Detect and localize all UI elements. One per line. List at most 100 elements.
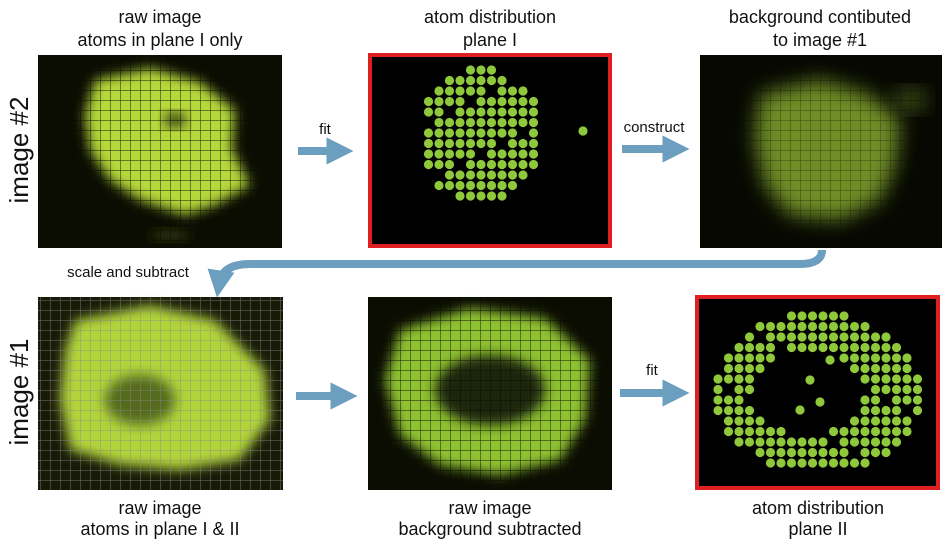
atom-dot [818,437,827,446]
atom-dot [476,191,485,200]
atom-dot [902,364,911,373]
atom-dot [871,353,880,362]
panel-caption: atom distribution [752,498,884,518]
atom-dot [902,374,911,383]
atom-dot [497,118,506,127]
atom-dot [850,332,859,341]
atom-dot [766,458,775,467]
atom-dot [871,395,880,404]
atom-dot [476,160,485,169]
atom-dot [892,437,901,446]
atom-dot [871,343,880,352]
row-label: image #2 [4,97,34,204]
atom-dot [871,437,880,446]
atom-dot [787,448,796,457]
atom-dot [455,76,464,85]
atom-dot [734,364,743,373]
atom-dot [466,139,475,148]
atom-dot [839,322,848,331]
atom-dot [871,416,880,425]
atom-dot [881,353,890,362]
atom-dot [424,149,433,158]
atom-dot [755,343,764,352]
atom-dot [829,448,838,457]
atom-dot [860,458,869,467]
atom-dot [818,448,827,457]
atom-dot [766,437,775,446]
atom-dot [455,128,464,137]
atom-dot [829,458,838,467]
atom-dot [755,437,764,446]
atom-dot [734,406,743,415]
panel-caption: plane II [788,519,847,539]
atom-dot [815,397,824,406]
atom-dot [766,343,775,352]
atom-dot [766,322,775,331]
atom-dot [466,65,475,74]
atom-dot [455,139,464,148]
atom-dot [839,427,848,436]
atom-dot [518,97,527,106]
atom-dot [724,395,733,404]
panel-caption: background subtracted [398,519,581,539]
atom-dot [508,181,517,190]
atom-dot [805,375,814,384]
atom-dot [487,118,496,127]
atom-dot [776,458,785,467]
atom-dot [850,416,859,425]
atom-dot [578,126,587,135]
atom-dot [734,385,743,394]
atom-dot [434,149,443,158]
arrow-label: fit [646,362,659,379]
atom-dot [424,107,433,116]
atom-dot [724,364,733,373]
atom-dot [476,107,485,116]
arrow-label: fit [319,121,332,138]
atom-dot [850,458,859,467]
atom-dot [871,364,880,373]
atom-dot [776,448,785,457]
atom-dot [881,427,890,436]
atom-dot [518,118,527,127]
arrow-label: scale and subtract [67,264,190,281]
atom-dot [850,364,859,373]
atom-dot [518,139,527,148]
atom-dot [755,353,764,362]
atom-dot [766,353,775,362]
atom-dot [755,427,764,436]
atom-dot [860,353,869,362]
atom-dot [508,139,517,148]
atom-dot [871,385,880,394]
atom-dot [497,191,506,200]
atom-dot [860,427,869,436]
atom-dot [881,364,890,373]
atom-dot [881,406,890,415]
image-panel [368,297,612,490]
atom-dot [466,128,475,137]
atom-dot [455,118,464,127]
atom-dot [724,427,733,436]
image-panel [700,55,942,248]
atom-dot [445,170,454,179]
atom-dot [529,118,538,127]
atom-dot [787,343,796,352]
atom-dot [776,437,785,446]
atom-dot [902,395,911,404]
atom-dot [860,343,869,352]
atom-dot [755,322,764,331]
atom-dot [913,385,922,394]
panel-caption: atoms in plane I only [77,30,242,50]
atom-dot [487,191,496,200]
atom-dot [466,149,475,158]
atom-dot [808,343,817,352]
atom-dot [476,97,485,106]
atom-dot [734,353,743,362]
atom-dot [529,128,538,137]
atom-dot [508,118,517,127]
atom-dot [745,385,754,394]
atom-dot [476,65,485,74]
atom-dot [455,191,464,200]
atom-dot [808,311,817,320]
atom-dot [434,139,443,148]
atom-dot [487,170,496,179]
